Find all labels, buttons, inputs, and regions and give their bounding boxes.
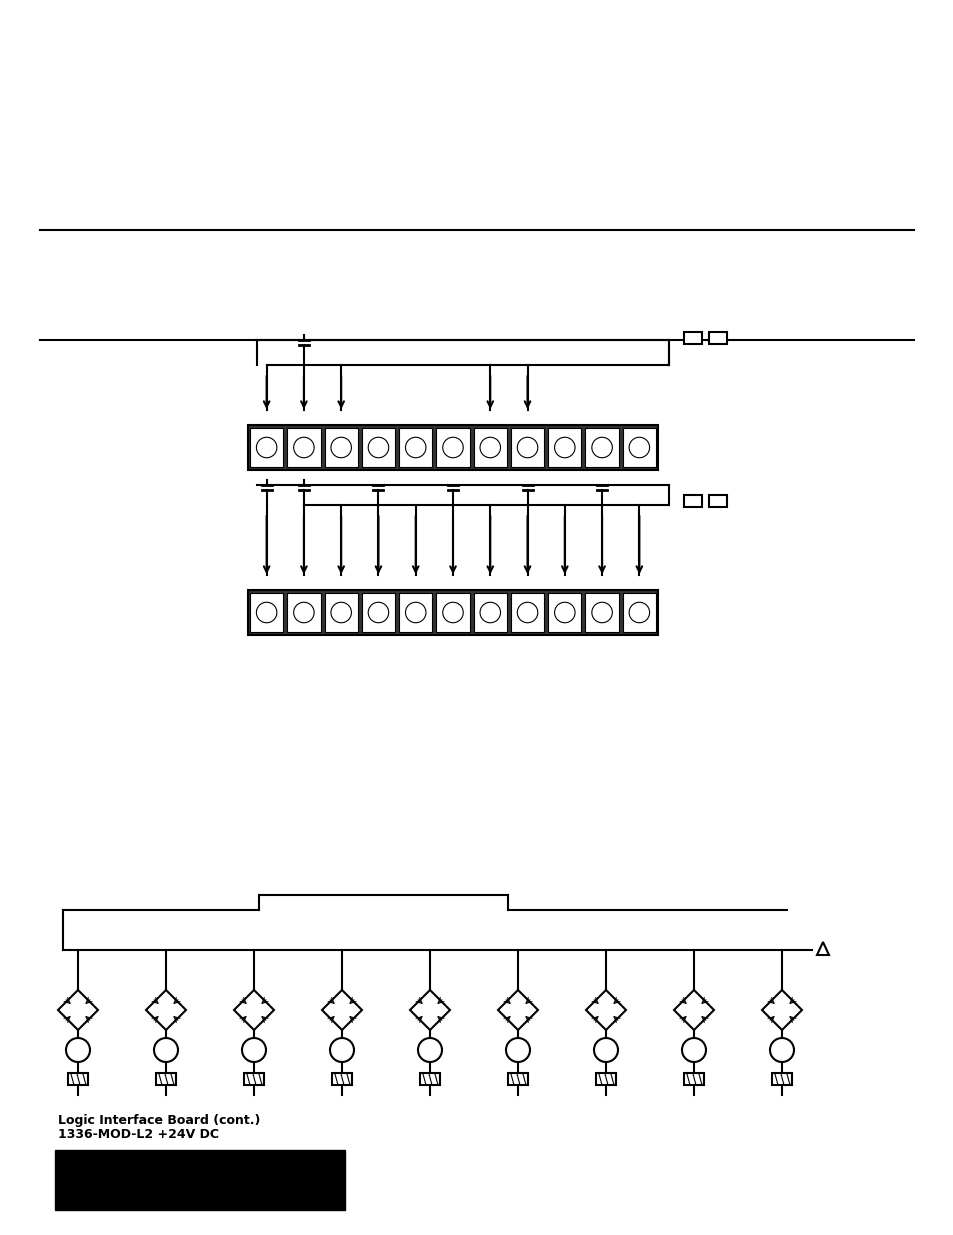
Bar <box>250 593 283 632</box>
Bar <box>324 593 357 632</box>
Bar <box>436 429 469 467</box>
Bar <box>68 1073 88 1086</box>
Bar <box>771 1073 791 1086</box>
Bar <box>473 429 506 467</box>
Bar <box>436 593 469 632</box>
Bar <box>511 429 543 467</box>
Bar <box>398 429 432 467</box>
Bar <box>622 593 656 632</box>
Bar <box>585 593 618 632</box>
Bar <box>548 429 580 467</box>
Bar <box>248 425 658 471</box>
Bar <box>287 593 320 632</box>
Bar <box>287 429 320 467</box>
Bar <box>622 429 656 467</box>
Bar <box>473 593 506 632</box>
Bar <box>683 495 701 508</box>
Bar <box>324 429 357 467</box>
Bar <box>709 332 726 345</box>
Bar <box>361 593 395 632</box>
Bar <box>596 1073 616 1086</box>
Bar <box>548 593 580 632</box>
Bar <box>332 1073 352 1086</box>
Bar <box>156 1073 175 1086</box>
Bar <box>419 1073 439 1086</box>
Bar <box>244 1073 264 1086</box>
Text: Logic Interface Board (cont.): Logic Interface Board (cont.) <box>58 1114 260 1128</box>
Bar <box>511 593 543 632</box>
Bar <box>683 1073 703 1086</box>
Bar <box>248 590 658 635</box>
Bar <box>398 593 432 632</box>
Text: 1336-MOD-L2 +24V DC: 1336-MOD-L2 +24V DC <box>58 1128 219 1141</box>
Bar <box>55 1150 345 1210</box>
Bar <box>709 495 726 508</box>
Bar <box>507 1073 527 1086</box>
Bar <box>361 429 395 467</box>
Bar <box>683 332 701 345</box>
Bar <box>250 429 283 467</box>
Bar <box>585 429 618 467</box>
